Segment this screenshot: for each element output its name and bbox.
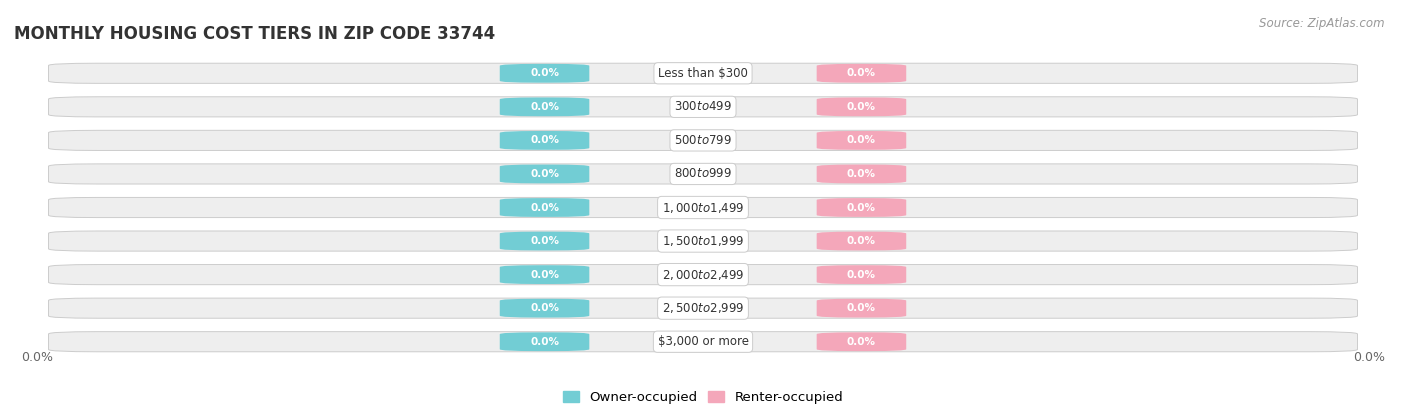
FancyBboxPatch shape [48, 332, 1358, 352]
FancyBboxPatch shape [817, 332, 907, 351]
FancyBboxPatch shape [48, 198, 1358, 217]
Text: 0.0%: 0.0% [530, 169, 560, 179]
Text: 0.0%: 0.0% [846, 236, 876, 246]
Text: 0.0%: 0.0% [846, 203, 876, 212]
Text: 0.0%: 0.0% [21, 351, 53, 364]
FancyBboxPatch shape [48, 264, 1358, 285]
FancyBboxPatch shape [817, 299, 907, 317]
Text: 0.0%: 0.0% [846, 303, 876, 313]
Text: $1,000 to $1,499: $1,000 to $1,499 [662, 200, 744, 215]
FancyBboxPatch shape [817, 265, 907, 284]
FancyBboxPatch shape [817, 131, 907, 150]
FancyBboxPatch shape [499, 198, 589, 217]
FancyBboxPatch shape [817, 165, 907, 183]
FancyBboxPatch shape [499, 299, 589, 317]
Text: 0.0%: 0.0% [530, 303, 560, 313]
FancyBboxPatch shape [499, 165, 589, 183]
FancyBboxPatch shape [48, 164, 1358, 184]
Text: 0.0%: 0.0% [846, 337, 876, 347]
Text: $300 to $499: $300 to $499 [673, 100, 733, 113]
Text: 0.0%: 0.0% [846, 270, 876, 280]
FancyBboxPatch shape [48, 97, 1358, 117]
FancyBboxPatch shape [817, 64, 907, 83]
FancyBboxPatch shape [817, 232, 907, 250]
Text: 0.0%: 0.0% [530, 203, 560, 212]
Text: $2,000 to $2,499: $2,000 to $2,499 [662, 268, 744, 282]
FancyBboxPatch shape [817, 98, 907, 116]
Text: $500 to $799: $500 to $799 [673, 134, 733, 147]
FancyBboxPatch shape [499, 332, 589, 351]
Text: 0.0%: 0.0% [846, 135, 876, 145]
FancyBboxPatch shape [499, 131, 589, 150]
Text: $1,500 to $1,999: $1,500 to $1,999 [662, 234, 744, 248]
Text: 0.0%: 0.0% [530, 270, 560, 280]
Text: 0.0%: 0.0% [530, 102, 560, 112]
Text: $2,500 to $2,999: $2,500 to $2,999 [662, 301, 744, 315]
FancyBboxPatch shape [48, 298, 1358, 318]
FancyBboxPatch shape [48, 231, 1358, 251]
FancyBboxPatch shape [499, 98, 589, 116]
FancyBboxPatch shape [499, 64, 589, 83]
Text: 0.0%: 0.0% [530, 236, 560, 246]
Legend: Owner-occupied, Renter-occupied: Owner-occupied, Renter-occupied [558, 386, 848, 409]
Text: Source: ZipAtlas.com: Source: ZipAtlas.com [1260, 17, 1385, 29]
Text: 0.0%: 0.0% [530, 135, 560, 145]
FancyBboxPatch shape [499, 265, 589, 284]
Text: 0.0%: 0.0% [846, 169, 876, 179]
FancyBboxPatch shape [48, 63, 1358, 83]
Text: $3,000 or more: $3,000 or more [658, 335, 748, 348]
Text: 0.0%: 0.0% [846, 68, 876, 78]
Text: 0.0%: 0.0% [530, 337, 560, 347]
FancyBboxPatch shape [499, 232, 589, 250]
Text: MONTHLY HOUSING COST TIERS IN ZIP CODE 33744: MONTHLY HOUSING COST TIERS IN ZIP CODE 3… [14, 25, 495, 43]
Text: $800 to $999: $800 to $999 [673, 167, 733, 181]
FancyBboxPatch shape [48, 130, 1358, 151]
Text: 0.0%: 0.0% [530, 68, 560, 78]
Text: Less than $300: Less than $300 [658, 67, 748, 80]
Text: 0.0%: 0.0% [1353, 351, 1385, 364]
FancyBboxPatch shape [817, 198, 907, 217]
Text: 0.0%: 0.0% [846, 102, 876, 112]
